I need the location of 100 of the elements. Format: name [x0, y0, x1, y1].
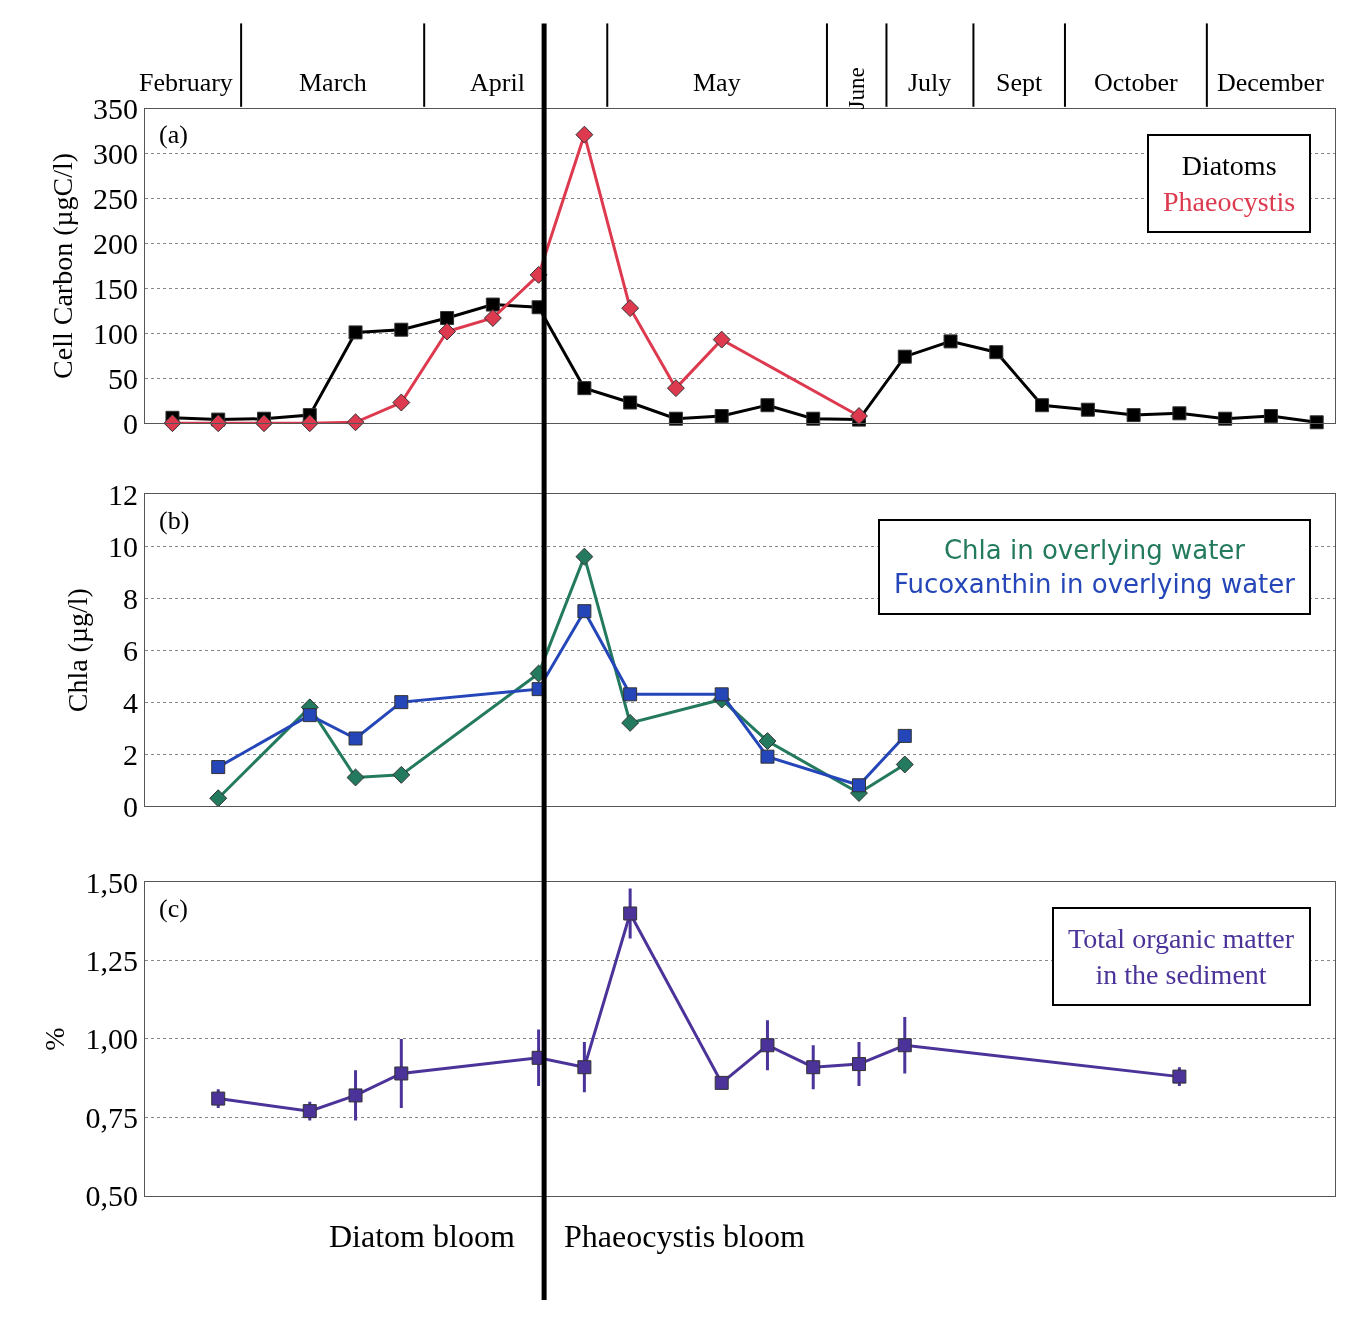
point — [897, 1038, 912, 1053]
point — [483, 309, 502, 327]
point — [575, 125, 594, 144]
point — [348, 325, 363, 340]
text: Fucoxanthin in overlying water — [894, 568, 1296, 599]
annotation: June — [843, 67, 869, 110]
point — [623, 687, 638, 702]
point — [1035, 398, 1050, 413]
point — [211, 760, 226, 775]
y-tick-label: 0,50 — [85, 1179, 138, 1213]
point — [623, 395, 638, 410]
text: October — [1094, 68, 1179, 97]
text: Total organic matter in the sediment — [1068, 923, 1295, 991]
y-tick-label: 12 — [108, 477, 138, 511]
text: Phaeocystis — [1163, 186, 1296, 218]
point — [1080, 402, 1095, 417]
point — [394, 1066, 409, 1081]
point — [438, 322, 457, 341]
point — [577, 604, 592, 619]
point — [577, 381, 592, 396]
text: February — [139, 68, 233, 97]
point — [1126, 408, 1141, 423]
text: March — [299, 68, 367, 97]
text: Chla in overlying water — [943, 535, 1246, 565]
y-tick-label: 1,50 — [85, 865, 138, 899]
text: (c) — [159, 894, 188, 923]
text: Phaeocystis bloom — [564, 1218, 805, 1254]
y-tick-label: 250 — [93, 181, 138, 215]
point — [394, 695, 409, 710]
point — [346, 768, 365, 787]
point — [485, 297, 500, 312]
point — [714, 1075, 729, 1090]
point — [1218, 411, 1233, 426]
point — [714, 409, 729, 424]
y-tick-label: 350 — [93, 92, 138, 126]
y-axis-title: % — [39, 1027, 71, 1051]
y-tick-label: 200 — [93, 226, 138, 260]
text: (b) — [159, 506, 190, 535]
point — [895, 755, 914, 774]
point — [209, 414, 228, 433]
point — [302, 1104, 317, 1119]
point — [897, 728, 912, 743]
point — [760, 749, 775, 764]
point — [392, 393, 411, 412]
point — [1263, 409, 1278, 424]
point — [163, 414, 182, 433]
point — [852, 778, 866, 793]
point — [760, 1038, 775, 1053]
y-tick-label: 10 — [108, 529, 138, 563]
point — [348, 1088, 363, 1103]
y-tick-label: 4 — [123, 685, 138, 719]
y-tick-label: 150 — [93, 271, 138, 305]
point — [668, 411, 683, 426]
point — [577, 1060, 592, 1075]
point — [440, 311, 455, 326]
point — [760, 398, 775, 413]
text: Diatom bloom — [329, 1218, 515, 1254]
point — [302, 708, 317, 723]
point — [714, 687, 729, 702]
text: December — [1217, 68, 1325, 97]
y-tick-label: 0 — [123, 406, 138, 440]
point — [806, 411, 821, 426]
point — [666, 379, 685, 398]
point — [211, 1091, 226, 1106]
text: (a) — [159, 120, 188, 149]
point — [575, 547, 594, 566]
point — [712, 330, 731, 349]
y-tick-label: 0 — [123, 789, 138, 823]
y-tick-label: 50 — [108, 361, 138, 395]
text: July — [908, 68, 952, 97]
point — [758, 732, 777, 751]
point — [392, 765, 411, 784]
point — [348, 731, 363, 746]
y-tick-label: 1,00 — [85, 1022, 138, 1056]
point — [346, 413, 365, 432]
point — [1309, 415, 1324, 430]
point — [943, 334, 958, 349]
y-axis-title: Cell Carbon (µgC/l) — [46, 152, 78, 379]
point — [852, 1057, 866, 1072]
y-axis-title: Chla (µg/l) — [61, 588, 93, 713]
text: Sept — [996, 68, 1043, 97]
point — [255, 414, 273, 433]
y-tick-label: 0,75 — [85, 1100, 138, 1134]
point — [806, 1060, 821, 1075]
text: April — [470, 68, 525, 97]
y-tick-label: 100 — [93, 316, 138, 350]
point — [897, 349, 912, 364]
y-tick-label: 6 — [123, 633, 138, 667]
y-tick-label: 300 — [93, 137, 138, 171]
point — [209, 789, 228, 808]
text: May — [693, 68, 741, 97]
point — [850, 407, 868, 425]
y-tick-label: 8 — [123, 581, 138, 615]
text: Diatoms — [1181, 150, 1277, 181]
point — [621, 713, 640, 732]
y-tick-label: 2 — [123, 737, 138, 771]
point — [621, 299, 640, 318]
point — [623, 906, 638, 921]
point — [989, 345, 1004, 360]
y-tick-label: 1,25 — [85, 944, 138, 978]
